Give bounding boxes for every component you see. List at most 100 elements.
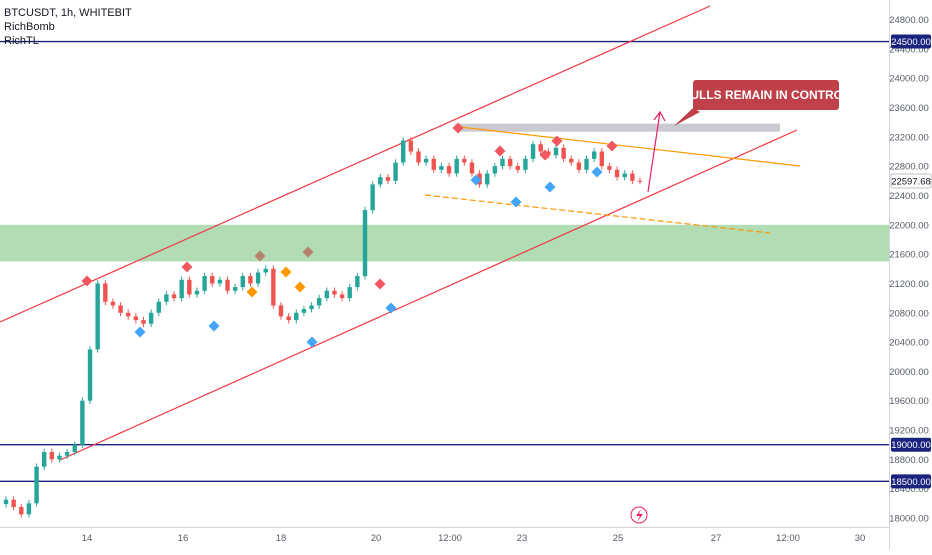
candle-body bbox=[408, 140, 414, 152]
candle-body bbox=[49, 452, 55, 460]
x-tick-label: 20 bbox=[371, 533, 382, 544]
candle-body bbox=[538, 144, 543, 152]
y-tick-label: 23600.00 bbox=[889, 103, 929, 114]
candle-body bbox=[622, 173, 627, 178]
level-price-badge bbox=[891, 474, 931, 489]
candle-body bbox=[286, 316, 291, 321]
candle-body bbox=[217, 279, 223, 284]
candle-body bbox=[103, 283, 108, 302]
candle-body bbox=[385, 177, 391, 181]
diamond-marker-1 bbox=[181, 261, 193, 273]
candle-body bbox=[370, 184, 375, 211]
candle-body bbox=[446, 166, 452, 174]
price-badge-text: 22597.68 bbox=[891, 176, 931, 187]
candle-body bbox=[469, 162, 475, 174]
candle-body bbox=[41, 452, 47, 467]
y-tick-label: 23200.00 bbox=[889, 132, 929, 143]
x-tick-label: 27 bbox=[711, 533, 722, 544]
candle-body bbox=[607, 166, 612, 170]
y-tick-label: 24400.00 bbox=[889, 44, 929, 55]
candle-body bbox=[591, 151, 597, 159]
y-tick-label: 19200.00 bbox=[889, 426, 929, 437]
diamond-marker-11 bbox=[208, 320, 220, 332]
candle-body bbox=[423, 158, 429, 163]
x-tick-label: 12:00 bbox=[776, 533, 800, 544]
wedge-lower-line bbox=[424, 194, 771, 234]
candle-body bbox=[614, 169, 620, 178]
candle-body bbox=[294, 312, 299, 321]
candle-body bbox=[248, 276, 253, 284]
candle-body bbox=[194, 290, 200, 295]
y-tick-label: 18800.00 bbox=[889, 455, 929, 466]
replay-icon[interactable] bbox=[630, 506, 648, 524]
channel-upper-line bbox=[0, 5, 711, 323]
indicator-richtl[interactable]: RichTL bbox=[4, 35, 39, 47]
candle-body bbox=[584, 158, 589, 170]
candle-body bbox=[126, 312, 131, 317]
diamond-marker-17 bbox=[591, 166, 603, 178]
candle-body bbox=[485, 173, 490, 185]
level-price-badge bbox=[891, 437, 931, 452]
diamond-marker-5 bbox=[452, 122, 464, 134]
candle-body bbox=[316, 298, 322, 306]
last-price-badge bbox=[890, 173, 932, 189]
indicator-richbomb[interactable]: RichBomb bbox=[4, 21, 55, 33]
candle-body bbox=[34, 466, 39, 504]
candle-body bbox=[599, 151, 605, 167]
candle-body bbox=[278, 305, 284, 317]
candle-body bbox=[630, 173, 635, 181]
candle-body bbox=[637, 180, 643, 182]
wedge-upper-line bbox=[459, 126, 801, 167]
candle-body bbox=[255, 272, 261, 284]
y-tick-label: 19600.00 bbox=[889, 396, 929, 407]
candle-body bbox=[462, 158, 467, 163]
candle-body bbox=[148, 312, 154, 324]
trendlines bbox=[0, 5, 801, 461]
price-axis[interactable]: 18000.00 18400.00 18800.00 19200.00 19600.00… bbox=[889, 15, 929, 524]
support-zone bbox=[0, 224, 889, 262]
candle-body bbox=[439, 166, 444, 170]
candle-body bbox=[156, 301, 161, 313]
diamond-marker-16 bbox=[544, 181, 556, 193]
candle-body bbox=[171, 294, 177, 299]
resistance-zone bbox=[460, 123, 780, 132]
price-badge-text: 24500.00 bbox=[891, 37, 931, 48]
level-price-badge bbox=[891, 34, 931, 49]
diamond-marker-19 bbox=[280, 266, 292, 278]
candles bbox=[3, 137, 643, 518]
diamond-marker-3 bbox=[302, 246, 314, 258]
candle-body bbox=[355, 276, 360, 288]
candle-body bbox=[500, 158, 505, 167]
candle-body bbox=[64, 452, 70, 456]
candle-body bbox=[232, 287, 238, 291]
candle-body bbox=[3, 499, 9, 505]
candle-body bbox=[324, 290, 330, 299]
annotation-layer: BULLS REMAIN IN CONTROL bbox=[630, 80, 850, 524]
candle-body bbox=[416, 151, 421, 163]
callout-box bbox=[693, 80, 839, 110]
candle-body bbox=[431, 158, 436, 170]
zones bbox=[0, 123, 889, 262]
diamond-marker-12 bbox=[306, 336, 318, 348]
y-tick-label: 20000.00 bbox=[889, 367, 929, 378]
candle-body bbox=[26, 503, 32, 515]
candle-body bbox=[179, 279, 184, 299]
candle-body bbox=[57, 455, 62, 460]
candle-body bbox=[569, 158, 574, 163]
candle-body bbox=[339, 294, 345, 299]
time-axis[interactable]: 14 16 18 20 12:00 23 25 27 12:00 30 bbox=[82, 533, 866, 544]
candle-body bbox=[87, 349, 93, 401]
candle-body bbox=[164, 294, 169, 302]
x-tick-label: 16 bbox=[178, 533, 189, 544]
symbol-title[interactable]: BTCUSDT, 1h, WHITEBIT bbox=[4, 7, 132, 19]
chart-legend: BTCUSDT, 1h, WHITEBIT RichBomb RichTL bbox=[4, 6, 132, 48]
candle-body bbox=[133, 316, 139, 321]
x-tick-label: 30 bbox=[855, 533, 866, 544]
projection-arrow bbox=[647, 111, 661, 193]
candle-body bbox=[263, 268, 268, 273]
y-tick-label: 22800.00 bbox=[889, 162, 929, 173]
candle-body bbox=[210, 276, 215, 284]
y-tick-label: 21200.00 bbox=[889, 279, 929, 290]
candle-body bbox=[95, 283, 100, 350]
